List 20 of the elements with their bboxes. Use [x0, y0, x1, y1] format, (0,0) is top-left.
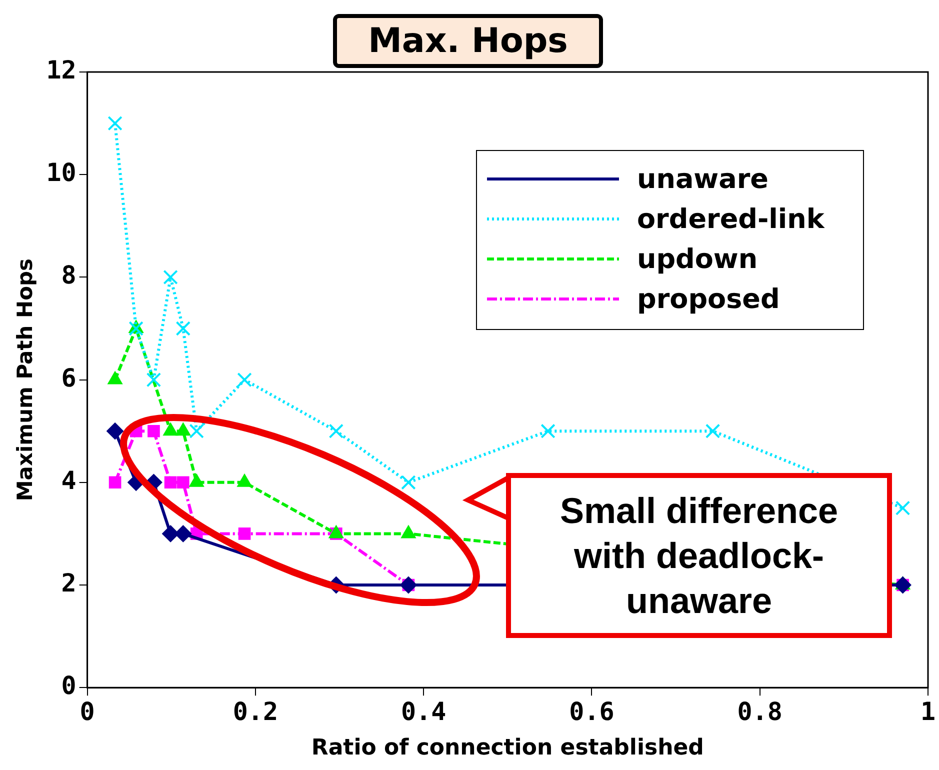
- x-tick-label: 0.2: [232, 697, 278, 726]
- legend-label: proposed: [637, 284, 780, 314]
- x-tick-label: 0.6: [569, 697, 614, 726]
- y-tick-label: 0: [61, 671, 76, 700]
- legend-label: updown: [637, 244, 758, 274]
- chart-title: Max. Hops: [333, 14, 603, 68]
- y-tick-label: 8: [61, 260, 76, 290]
- x-tick-label: 0: [80, 697, 95, 726]
- y-tick-label: 12: [46, 56, 76, 84]
- y-axis-title: Maximum Path Hops: [13, 258, 38, 502]
- y-tick-label: 2: [61, 568, 76, 598]
- y-tick-label: 4: [61, 466, 76, 495]
- x-tick-label: 0.4: [401, 697, 446, 726]
- x-tick-label: 1: [920, 697, 936, 726]
- legend-label: unaware: [637, 164, 768, 194]
- x-axis-title: Ratio of connection established: [311, 736, 704, 761]
- legend-label: ordered-link: [637, 204, 824, 234]
- x-tick-label: 0.8: [737, 697, 782, 726]
- y-tick-label: 6: [61, 363, 76, 392]
- y-tick-label: 10: [46, 158, 76, 188]
